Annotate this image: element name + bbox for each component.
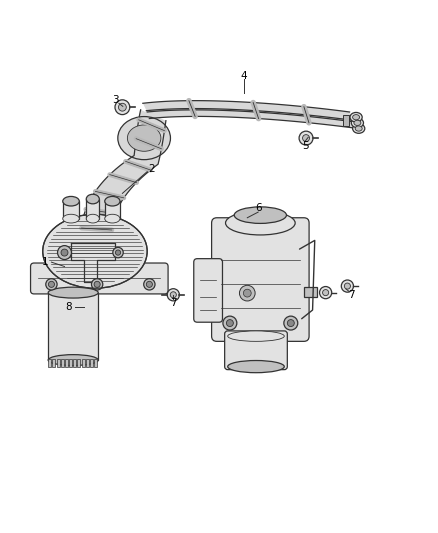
Circle shape: [322, 289, 328, 296]
Circle shape: [57, 246, 71, 260]
Text: 6: 6: [255, 203, 261, 213]
Circle shape: [344, 283, 350, 289]
Circle shape: [320, 287, 332, 298]
Bar: [86, 359, 89, 367]
Circle shape: [118, 103, 126, 111]
FancyBboxPatch shape: [225, 331, 287, 370]
Circle shape: [146, 281, 152, 287]
Bar: [81, 359, 85, 367]
Text: 5: 5: [302, 141, 308, 150]
Ellipse shape: [353, 115, 360, 120]
Bar: [53, 359, 56, 367]
Ellipse shape: [226, 211, 295, 235]
Ellipse shape: [127, 125, 161, 151]
Bar: [69, 359, 72, 367]
Bar: [63, 201, 79, 219]
Circle shape: [303, 135, 310, 142]
Circle shape: [341, 280, 353, 292]
Polygon shape: [143, 101, 352, 122]
Text: 7: 7: [170, 297, 177, 308]
Text: 8: 8: [66, 302, 72, 312]
Circle shape: [92, 279, 103, 290]
Text: 2: 2: [148, 164, 155, 174]
Polygon shape: [71, 243, 115, 282]
Ellipse shape: [351, 118, 364, 128]
FancyBboxPatch shape: [194, 259, 223, 322]
Polygon shape: [146, 109, 355, 128]
Circle shape: [48, 281, 54, 287]
Text: 4: 4: [241, 71, 247, 81]
Ellipse shape: [48, 354, 98, 366]
Circle shape: [287, 320, 294, 327]
Ellipse shape: [63, 197, 79, 206]
Bar: [48, 293, 98, 360]
Circle shape: [299, 131, 313, 145]
Ellipse shape: [86, 194, 99, 204]
Polygon shape: [81, 110, 166, 243]
Bar: [65, 359, 68, 367]
Bar: [94, 359, 97, 367]
Circle shape: [284, 316, 298, 330]
Circle shape: [113, 247, 123, 258]
Bar: [78, 359, 81, 367]
Ellipse shape: [353, 124, 365, 133]
FancyBboxPatch shape: [212, 218, 309, 341]
Ellipse shape: [350, 112, 362, 122]
Circle shape: [61, 249, 68, 256]
Bar: [48, 359, 51, 367]
Circle shape: [144, 279, 155, 290]
Ellipse shape: [48, 287, 98, 298]
Ellipse shape: [228, 360, 284, 373]
Bar: [73, 359, 76, 367]
Ellipse shape: [63, 214, 79, 223]
Text: 1: 1: [42, 257, 48, 267]
Ellipse shape: [228, 331, 284, 341]
Ellipse shape: [118, 117, 170, 160]
Bar: [343, 116, 349, 126]
Bar: [105, 201, 120, 219]
Circle shape: [240, 285, 255, 301]
Ellipse shape: [355, 126, 362, 131]
Circle shape: [244, 289, 251, 297]
Ellipse shape: [86, 214, 99, 223]
Text: 3: 3: [112, 95, 119, 105]
Circle shape: [115, 100, 130, 115]
Bar: [90, 359, 93, 367]
Circle shape: [223, 316, 237, 330]
Circle shape: [167, 289, 180, 301]
Ellipse shape: [43, 214, 147, 288]
Ellipse shape: [105, 214, 120, 223]
Circle shape: [94, 281, 100, 287]
Text: 7: 7: [349, 290, 355, 300]
Circle shape: [46, 279, 57, 290]
Circle shape: [226, 320, 233, 327]
Ellipse shape: [234, 207, 286, 223]
Bar: [304, 287, 317, 297]
Circle shape: [116, 250, 120, 255]
Circle shape: [170, 292, 177, 298]
Ellipse shape: [354, 120, 361, 125]
FancyBboxPatch shape: [31, 263, 168, 294]
Ellipse shape: [105, 197, 120, 206]
Bar: [86, 199, 99, 219]
Bar: [57, 359, 60, 367]
Bar: [61, 359, 64, 367]
